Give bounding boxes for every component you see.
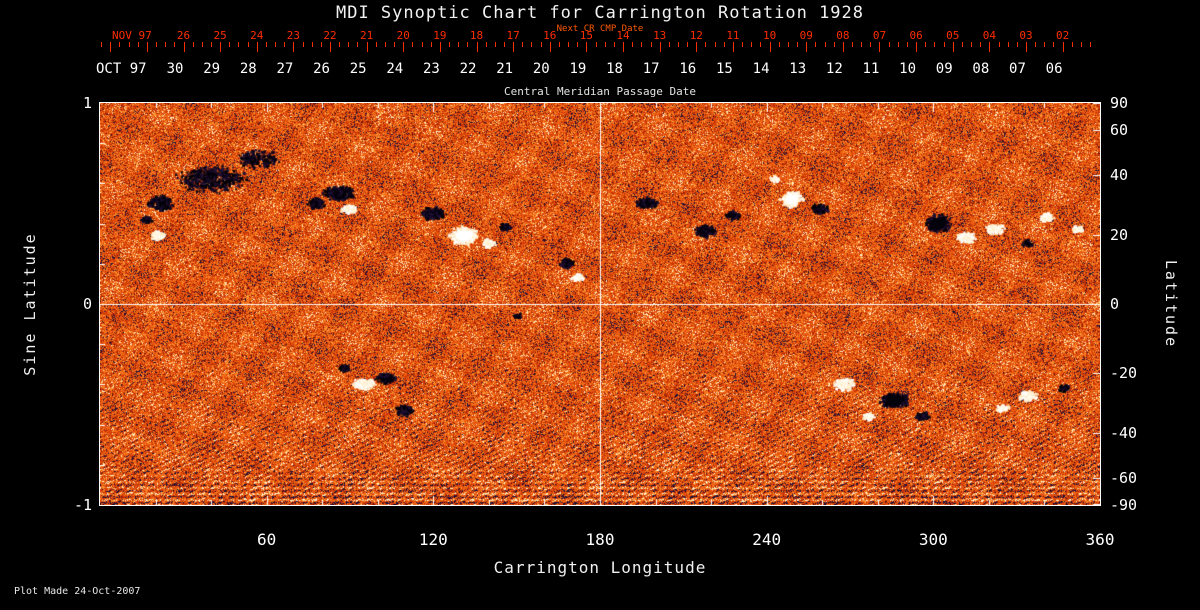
tick-label: 240: [752, 530, 781, 549]
plot-made-label: Plot Made 24-Oct-2007: [14, 586, 140, 597]
tick-label: 180: [586, 530, 615, 549]
tick-label: 120: [419, 530, 448, 549]
tick-label: 360: [1086, 530, 1115, 549]
bottom-tick-labels: 60 120 180 240 300 360: [0, 0, 1200, 610]
mdi-synoptic-chart: MDI Synoptic Chart for Carrington Rotati…: [0, 0, 1200, 610]
tick-label: 60: [257, 530, 276, 549]
tick-label: 300: [919, 530, 948, 549]
